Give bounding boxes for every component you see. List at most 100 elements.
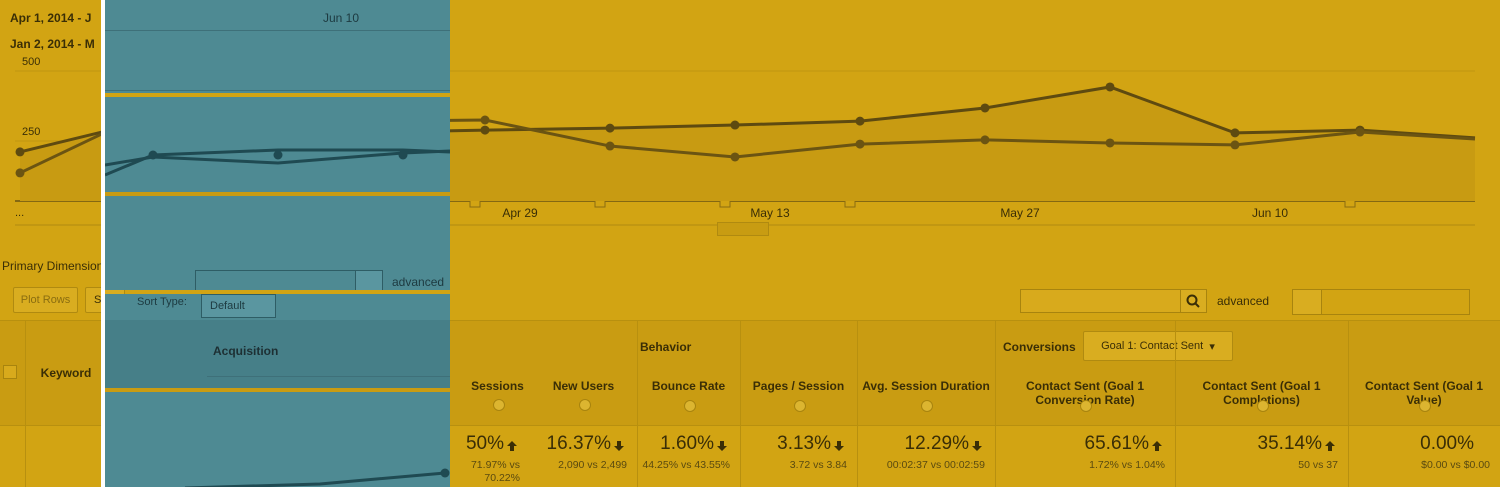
panel-grid [105, 30, 450, 31]
trend-arrow [717, 441, 727, 451]
point [605, 123, 615, 133]
overlay-panel: Sort Type: Default Acquisition [105, 294, 450, 388]
search-button[interactable] [1180, 289, 1207, 313]
panel-sort-select[interactable]: Default [201, 294, 276, 318]
overlay-panel [105, 392, 450, 487]
cell-value: 35.14% [1257, 433, 1322, 454]
panel-sort-label: Sort Type: [137, 296, 187, 308]
group-header: Conversions [1003, 340, 1076, 354]
cell-compare: 71.97% vs 70.22% [470, 459, 520, 484]
point [15, 168, 25, 178]
panel-chart [184, 468, 450, 487]
panel-line [184, 471, 446, 487]
date-range: Apr 1, 2014 - J [10, 11, 92, 25]
cell-compare: 1.72% vs 1.04% [1089, 459, 1165, 471]
help-icon [1419, 400, 1431, 412]
arrow-shape [1325, 441, 1335, 451]
point [605, 141, 615, 151]
panel-point [398, 150, 408, 160]
arrow-shape [614, 441, 624, 451]
row-checkbox[interactable] [3, 365, 17, 379]
column-divider [1175, 320, 1176, 487]
point [855, 139, 865, 149]
point [980, 103, 990, 113]
x-tick-label: Jun 10 [1252, 206, 1288, 220]
point [855, 116, 865, 126]
overlay-panel [105, 97, 450, 192]
column-divider [637, 320, 638, 487]
column-header: Avg. Session Duration [862, 379, 990, 393]
panel-chart [105, 148, 450, 177]
search-input[interactable] [1020, 289, 1182, 313]
point [1105, 82, 1115, 92]
column-header: Pages / Session [752, 379, 845, 393]
advanced-link[interactable]: advanced [1217, 294, 1270, 308]
y-tick-label: ... [15, 207, 24, 219]
panel-x-label: Jun 10 [323, 11, 360, 25]
plot-rows-button[interactable]: Plot Rows [13, 287, 78, 313]
panel-point [440, 468, 450, 478]
help-icon [1080, 400, 1092, 412]
column-header: New Users [552, 379, 615, 393]
overlay-panel: advanced [105, 196, 450, 290]
view-switcher [1292, 289, 1470, 315]
x-tick-label: May 27 [1000, 206, 1040, 220]
panel-divider [207, 376, 450, 377]
x-tick-label: May 13 [750, 206, 790, 220]
arrow-shape [972, 441, 982, 451]
point [980, 135, 990, 145]
x-tick-label: Apr 29 [502, 206, 538, 220]
goal-select-label: Goal 1: Contact Sent [1101, 340, 1204, 352]
cell-compare: 50 vs 37 [1298, 459, 1338, 471]
column-header: Bounce Rate [651, 379, 726, 393]
panel-acquisition: Acquisition [213, 344, 279, 358]
cell-value: 50% [465, 433, 504, 454]
point [1230, 140, 1240, 150]
trend-arrow [1152, 441, 1162, 451]
panel-advanced: advanced [392, 275, 445, 289]
cell-compare: 00:02:37 vs 00:02:59 [886, 459, 985, 471]
trend-arrow [1325, 441, 1335, 451]
cell-compare: 2,090 vs 2,499 [558, 459, 627, 471]
column-divider [995, 320, 996, 487]
cell-value: 12.29% [904, 433, 969, 454]
column-divider [25, 320, 26, 487]
divider [0, 425, 1500, 426]
arrow-shape [1152, 441, 1162, 451]
column-divider [857, 320, 858, 487]
group-header: Behavior [640, 340, 692, 354]
help-icon [492, 399, 505, 411]
view-button[interactable] [1293, 290, 1322, 314]
panel-point [148, 150, 158, 160]
point [730, 120, 740, 130]
column-divider [740, 320, 741, 487]
arrow-shape [834, 441, 844, 451]
overlay-panel: Jun 10 [105, 0, 450, 93]
panel-search [195, 270, 357, 290]
cell-compare: 3.72 vs 3.84 [789, 459, 847, 471]
y-tick-label: 500 [22, 56, 40, 68]
date-range: Jan 2, 2014 - M [10, 37, 95, 51]
help-icon [1256, 400, 1269, 412]
cell-compare: $0.00 vs $0.00 [1421, 459, 1490, 471]
point [480, 115, 490, 125]
point [1105, 138, 1115, 148]
chart-toggle[interactable] [717, 222, 769, 236]
point [1355, 127, 1365, 137]
panel-line [105, 149, 450, 167]
y-tick-label: 250 [22, 126, 40, 138]
cell-value: 65.61% [1084, 433, 1149, 454]
goal-select[interactable]: Goal 1: Contact Sent ▾ [1083, 331, 1233, 361]
trend-arrow [507, 441, 517, 451]
panel-line [105, 148, 450, 177]
panel-point [273, 150, 283, 160]
cell-value: 0.00% [1420, 433, 1474, 454]
point [15, 147, 25, 157]
trend-arrow [834, 441, 844, 451]
primary-dimension: Primary Dimension [2, 259, 104, 273]
point [730, 152, 740, 162]
panel-search-button [355, 270, 383, 290]
cell-value: 1.60% [660, 433, 714, 454]
cell-compare: 44.25% vs 43.55% [642, 459, 730, 471]
